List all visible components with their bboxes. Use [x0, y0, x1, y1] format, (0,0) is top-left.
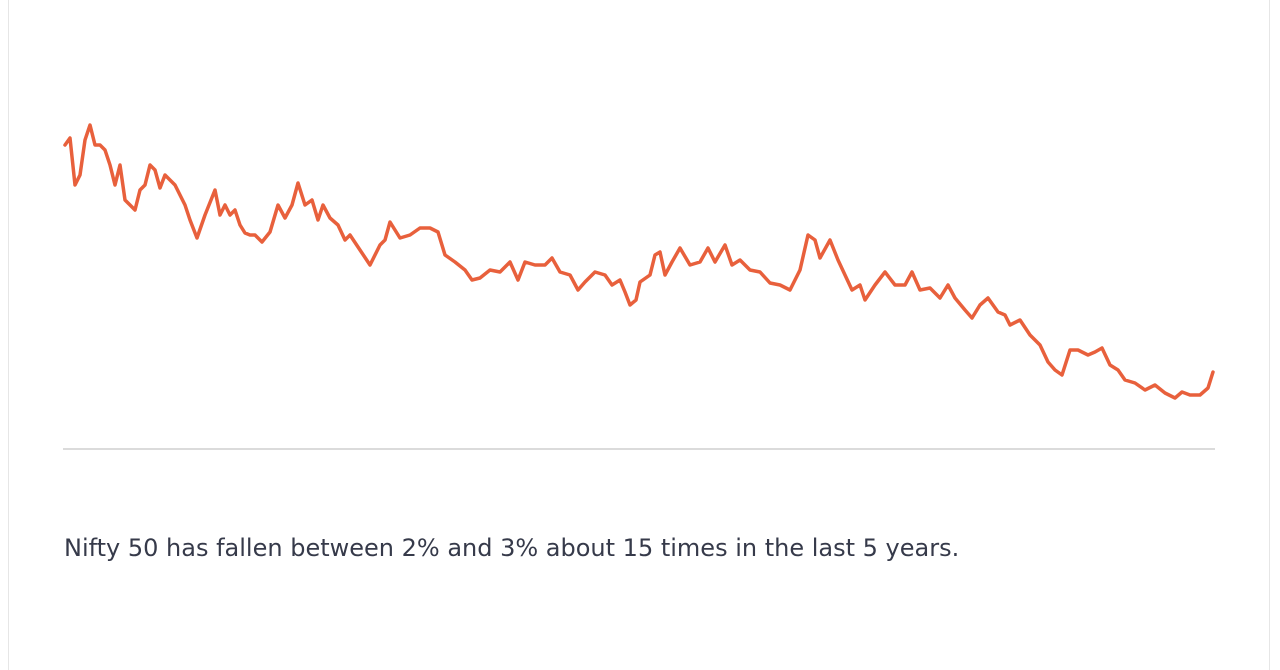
- series-line: [63, 123, 1215, 400]
- chart: [63, 123, 1215, 450]
- caption: Nifty 50 has fallen between 2% and 3% ab…: [64, 534, 960, 562]
- card-frame: [8, 0, 1270, 670]
